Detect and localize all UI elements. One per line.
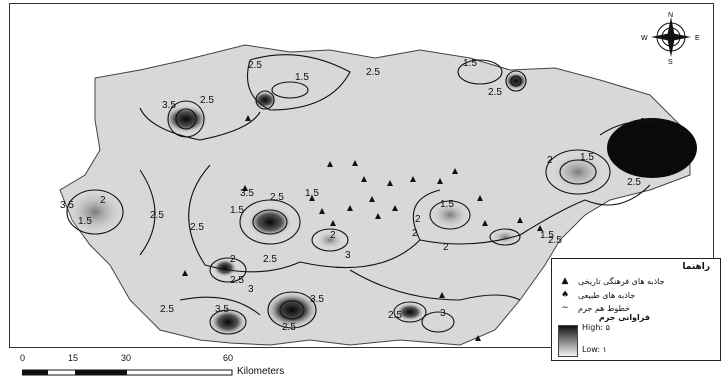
svg-text:1.5: 1.5 <box>305 188 319 199</box>
svg-text:2.5: 2.5 <box>548 235 562 246</box>
svg-text:3: 3 <box>440 308 446 319</box>
svg-text:2.5: 2.5 <box>488 87 502 98</box>
svg-text:3: 3 <box>248 284 254 295</box>
compass-rose-icon: N S E W <box>641 12 700 66</box>
svg-text:3: 3 <box>345 250 351 261</box>
legend-item-cultural: ▲ جاذبه های فرهنگی تاریخی <box>558 275 714 287</box>
svg-text:3.5: 3.5 <box>310 294 324 305</box>
svg-text:3.5: 3.5 <box>162 100 176 111</box>
legend-item-natural: ♠ جاذبه های طبیعی <box>558 289 714 301</box>
svg-text:1.5: 1.5 <box>440 199 454 210</box>
legend-item-label: جاذبه های فرهنگی تاریخی <box>578 276 665 286</box>
intensity-surface <box>65 72 697 335</box>
svg-text:3.5: 3.5 <box>60 200 74 211</box>
svg-text:2.5: 2.5 <box>627 177 641 188</box>
scale-bar-graphic <box>21 369 233 376</box>
svg-text:3.5: 3.5 <box>640 117 654 128</box>
compass-e: E <box>695 35 700 42</box>
ramp-high-label: High: ۵ <box>582 323 610 332</box>
scale-tick-15: 15 <box>68 353 79 363</box>
svg-text:2: 2 <box>330 230 336 241</box>
svg-text:2: 2 <box>443 242 449 253</box>
scale-units: Kilometers <box>237 366 285 377</box>
svg-text:1.5: 1.5 <box>78 216 92 227</box>
compass-n: N <box>668 12 673 19</box>
compass-s: S <box>668 59 673 64</box>
svg-text:2.5: 2.5 <box>263 254 277 265</box>
svg-text:1.5: 1.5 <box>230 205 244 216</box>
color-ramp <box>558 325 578 357</box>
legend-title: راهنما <box>682 262 710 272</box>
svg-text:1.5: 1.5 <box>295 72 309 83</box>
svg-text:2.5: 2.5 <box>282 322 296 333</box>
svg-text:2.5: 2.5 <box>270 192 284 203</box>
legend-item-label: جاذبه های طبیعی <box>578 290 636 300</box>
legend-item-label: خطوط هم جرم <box>578 303 630 313</box>
contour-labels: 2.5 1.5 2.5 3.5 2.5 1.5 3.5 2.5 2 1.5 2.… <box>60 58 654 333</box>
svg-text:2.5: 2.5 <box>200 95 214 106</box>
svg-text:2.5: 2.5 <box>248 60 262 71</box>
scale-tick-30: 30 <box>121 353 132 363</box>
map-frame <box>9 3 714 348</box>
north-arrow: N S E W <box>631 10 711 66</box>
svg-text:2.5: 2.5 <box>388 310 402 321</box>
svg-text:2: 2 <box>100 195 106 206</box>
legend-item-isolines: ∼ خطوط هم جرم <box>558 302 714 314</box>
map-legend: راهنما ▲ جاذبه های فرهنگی تاریخی ♠ جاذبه… <box>551 258 721 361</box>
iso-lines <box>66 54 691 335</box>
ramp-low-label: Low: ۱ <box>582 345 607 354</box>
svg-text:2: 2 <box>415 214 421 225</box>
svg-text:2.5: 2.5 <box>150 210 164 221</box>
svg-text:3.5: 3.5 <box>215 304 229 315</box>
svg-text:2: 2 <box>230 254 236 265</box>
svg-text:2.5: 2.5 <box>190 222 204 233</box>
svg-text:1.5: 1.5 <box>580 152 594 163</box>
scale-bar: 0 15 30 60 Kilometers <box>20 353 284 381</box>
tree-icon: ♠ <box>560 290 570 300</box>
ramp-title: فراوانی جرم <box>598 313 650 322</box>
scale-tick-60: 60 <box>223 353 234 363</box>
cultural-sites <box>182 115 543 341</box>
svg-text:3.5: 3.5 <box>240 188 254 199</box>
svg-text:2: 2 <box>547 155 553 166</box>
line-icon: ∼ <box>561 303 569 313</box>
svg-text:1.5: 1.5 <box>463 58 477 69</box>
svg-text:1.5: 1.5 <box>540 230 554 241</box>
svg-text:2.5: 2.5 <box>160 304 174 315</box>
svg-text:2.5: 2.5 <box>230 275 244 286</box>
svg-text:2: 2 <box>412 228 418 239</box>
scale-tick-0: 0 <box>20 353 26 363</box>
svg-text:2.5: 2.5 <box>366 67 380 78</box>
triangle-icon: ▲ <box>561 276 569 286</box>
compass-w: W <box>641 35 648 42</box>
